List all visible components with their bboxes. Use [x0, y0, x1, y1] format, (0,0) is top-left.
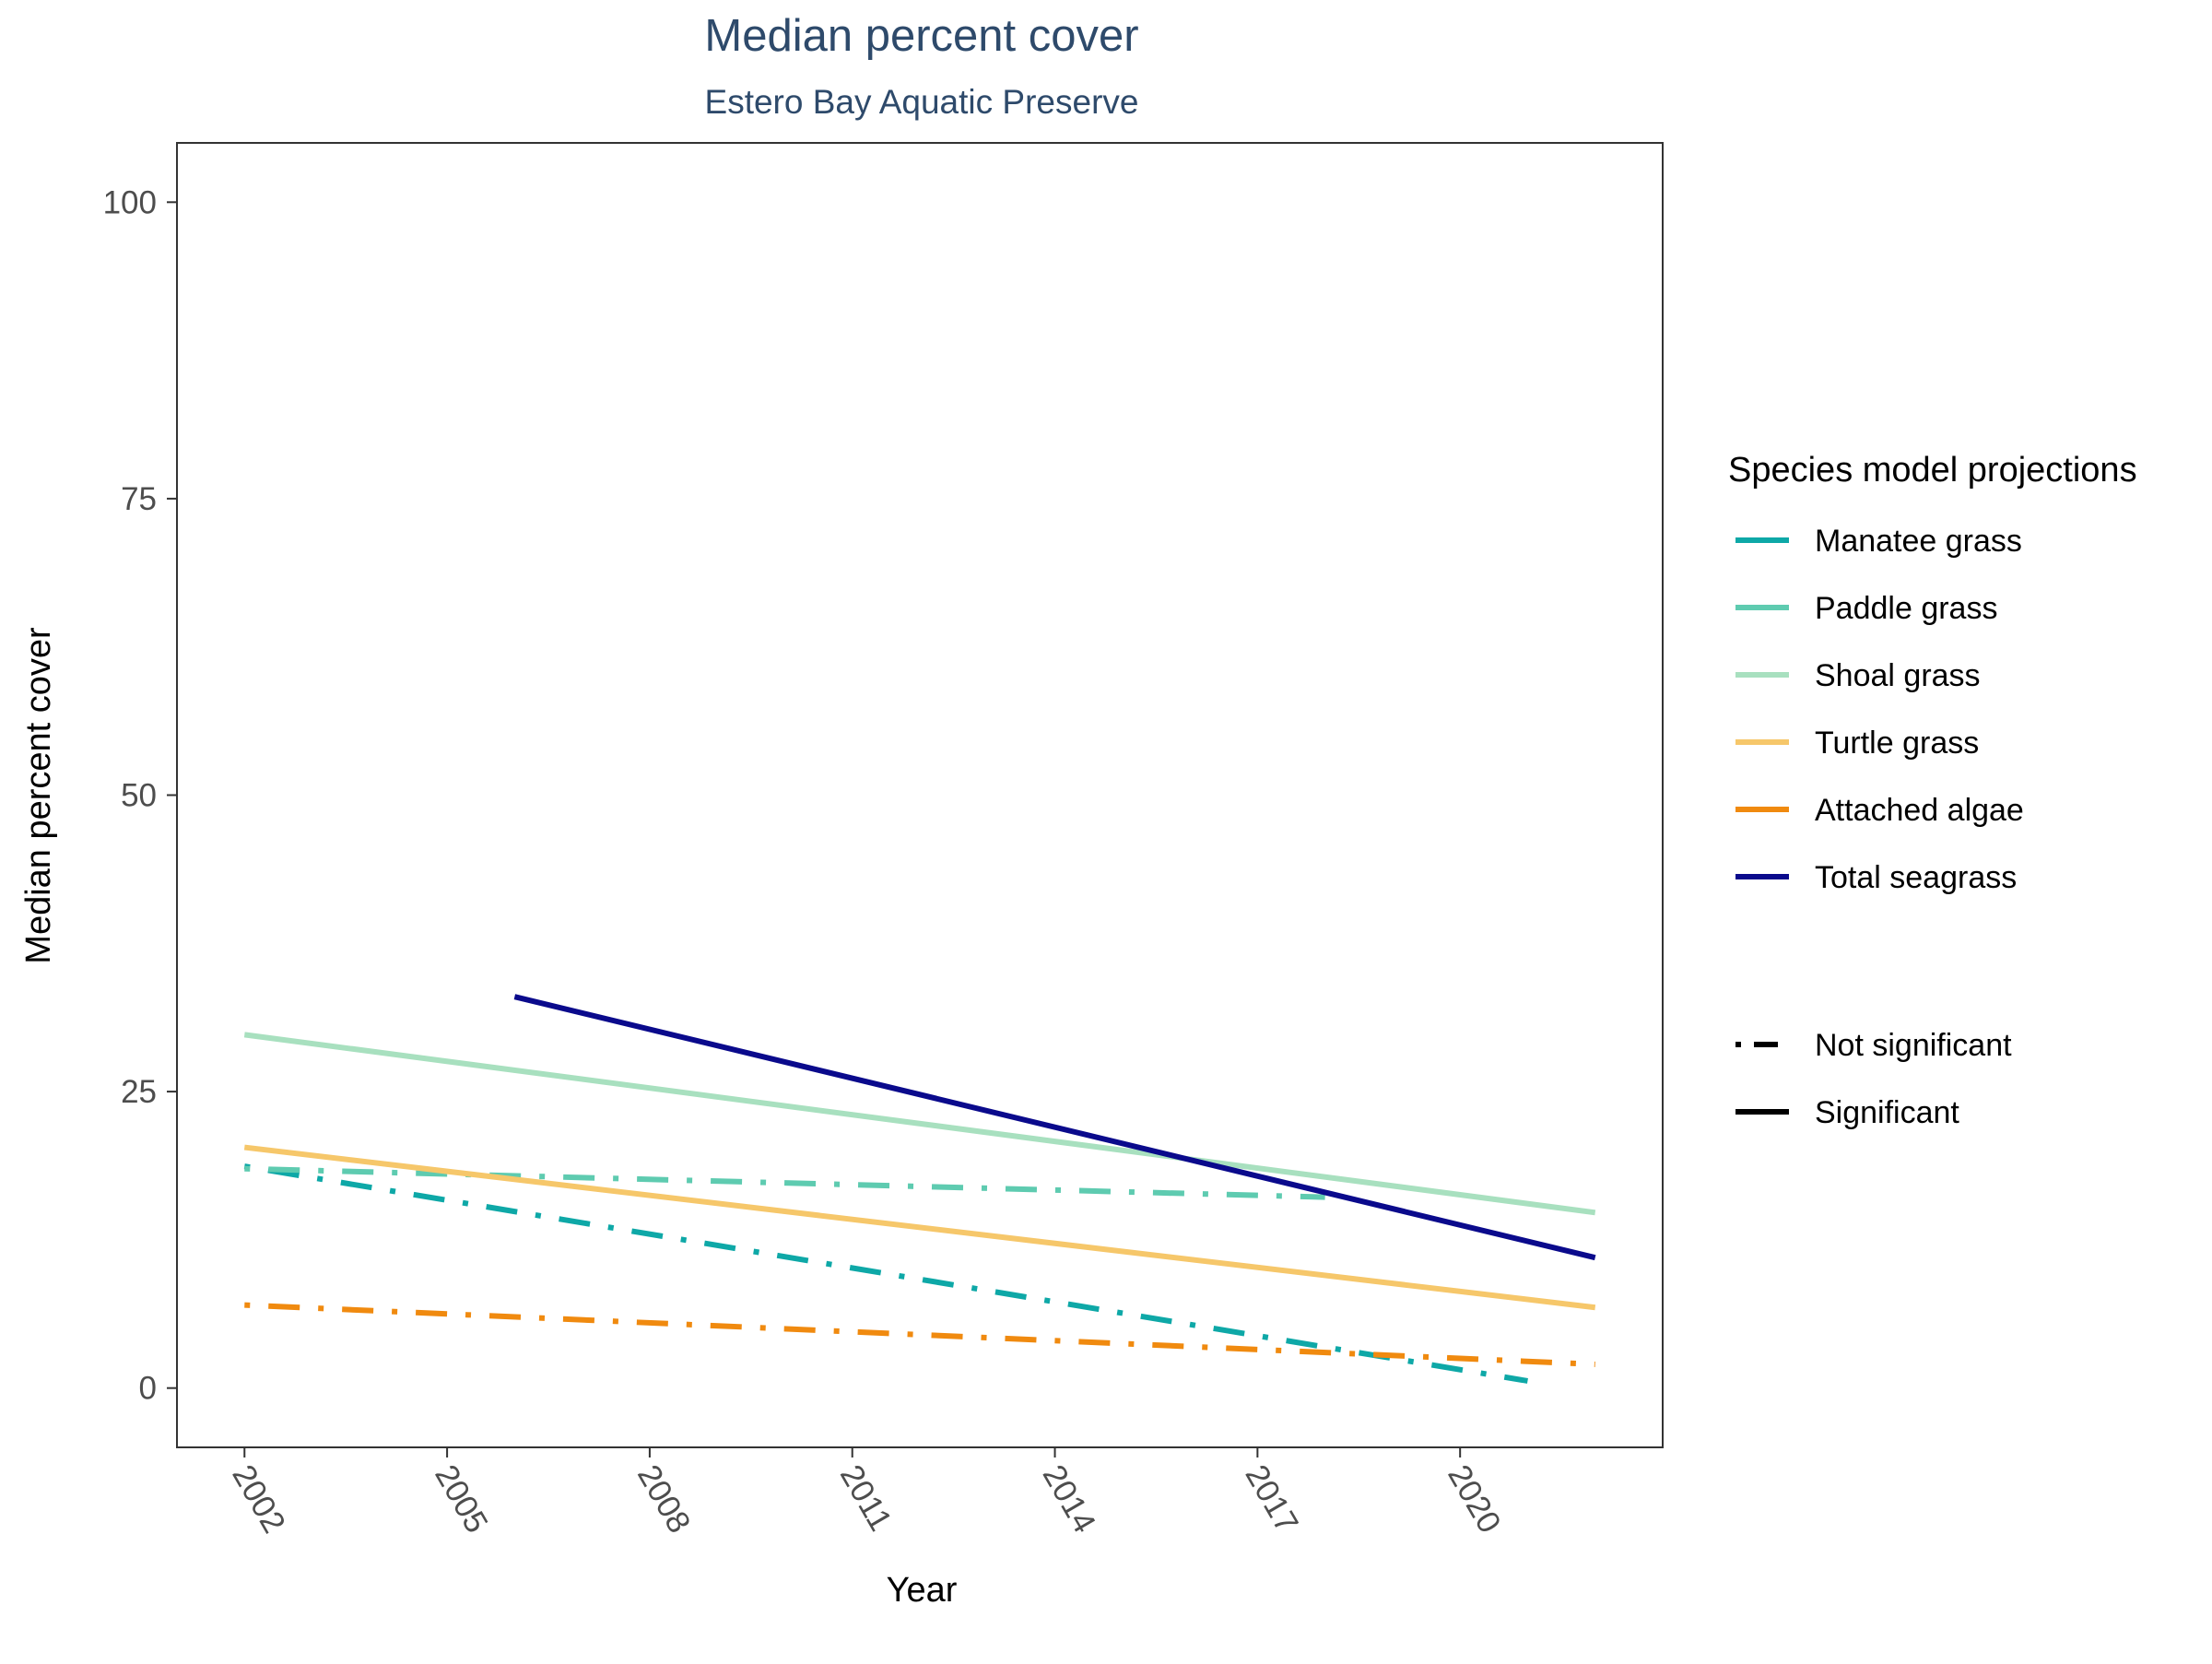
legend-label-total-seagrass: Total seagrass — [1815, 860, 2017, 895]
x-tick-label: 2014 — [1036, 1459, 1103, 1540]
legend-label-paddle-grass: Paddle grass — [1815, 591, 1997, 626]
x-tick-label: 2005 — [428, 1459, 495, 1540]
series-line-shoal-grass — [243, 1032, 1596, 1216]
y-tick-label: 75 — [121, 481, 157, 517]
series-line-paddle-grass — [244, 1165, 1325, 1200]
series-line-turtle-grass — [243, 1144, 1596, 1311]
legend-label-shoal-grass: Shoal grass — [1815, 658, 1981, 693]
y-tick-label: 50 — [121, 778, 157, 814]
x-axis-title: Year — [887, 1571, 958, 1610]
x-tick-label: 2011 — [833, 1459, 899, 1538]
y-tick-label: 25 — [121, 1074, 157, 1110]
legend-label-attached-algae: Attached algae — [1815, 793, 2024, 828]
y-axis-title: Median percent cover — [19, 627, 58, 964]
series-line-attached-algae — [244, 1302, 1595, 1367]
x-tick-label: 2002 — [225, 1459, 292, 1540]
plot-area: 0 25 50 75 100 2002 2005 2008 2011 2014 2017 2020 — [103, 142, 1664, 1540]
legend-title: Species model projections — [1728, 451, 2137, 490]
chart-title: Median percent cover — [704, 11, 1138, 61]
legend-label-not-significant: Not significant — [1815, 1028, 2012, 1063]
legend-label-turtle-grass: Turtle grass — [1815, 726, 1979, 761]
y-tick-label: 0 — [139, 1371, 157, 1407]
legend: Species model projections Manatee grass P… — [1728, 451, 2137, 1130]
y-tick-label: 100 — [103, 184, 157, 220]
chart-subtitle: Estero Bay Aquatic Preserve — [705, 83, 1139, 121]
plot-panel-border — [176, 142, 1664, 1448]
series-line-total-seagrass — [513, 994, 1596, 1261]
series-line-manatee-grass — [243, 1163, 1528, 1384]
legend-label-manatee-grass: Manatee grass — [1815, 524, 2022, 559]
x-tick-label: 2020 — [1441, 1459, 1508, 1540]
x-tick-label: 2008 — [630, 1459, 698, 1540]
legend-label-significant: Significant — [1815, 1095, 1959, 1130]
x-tick-label: 2017 — [1238, 1459, 1305, 1540]
